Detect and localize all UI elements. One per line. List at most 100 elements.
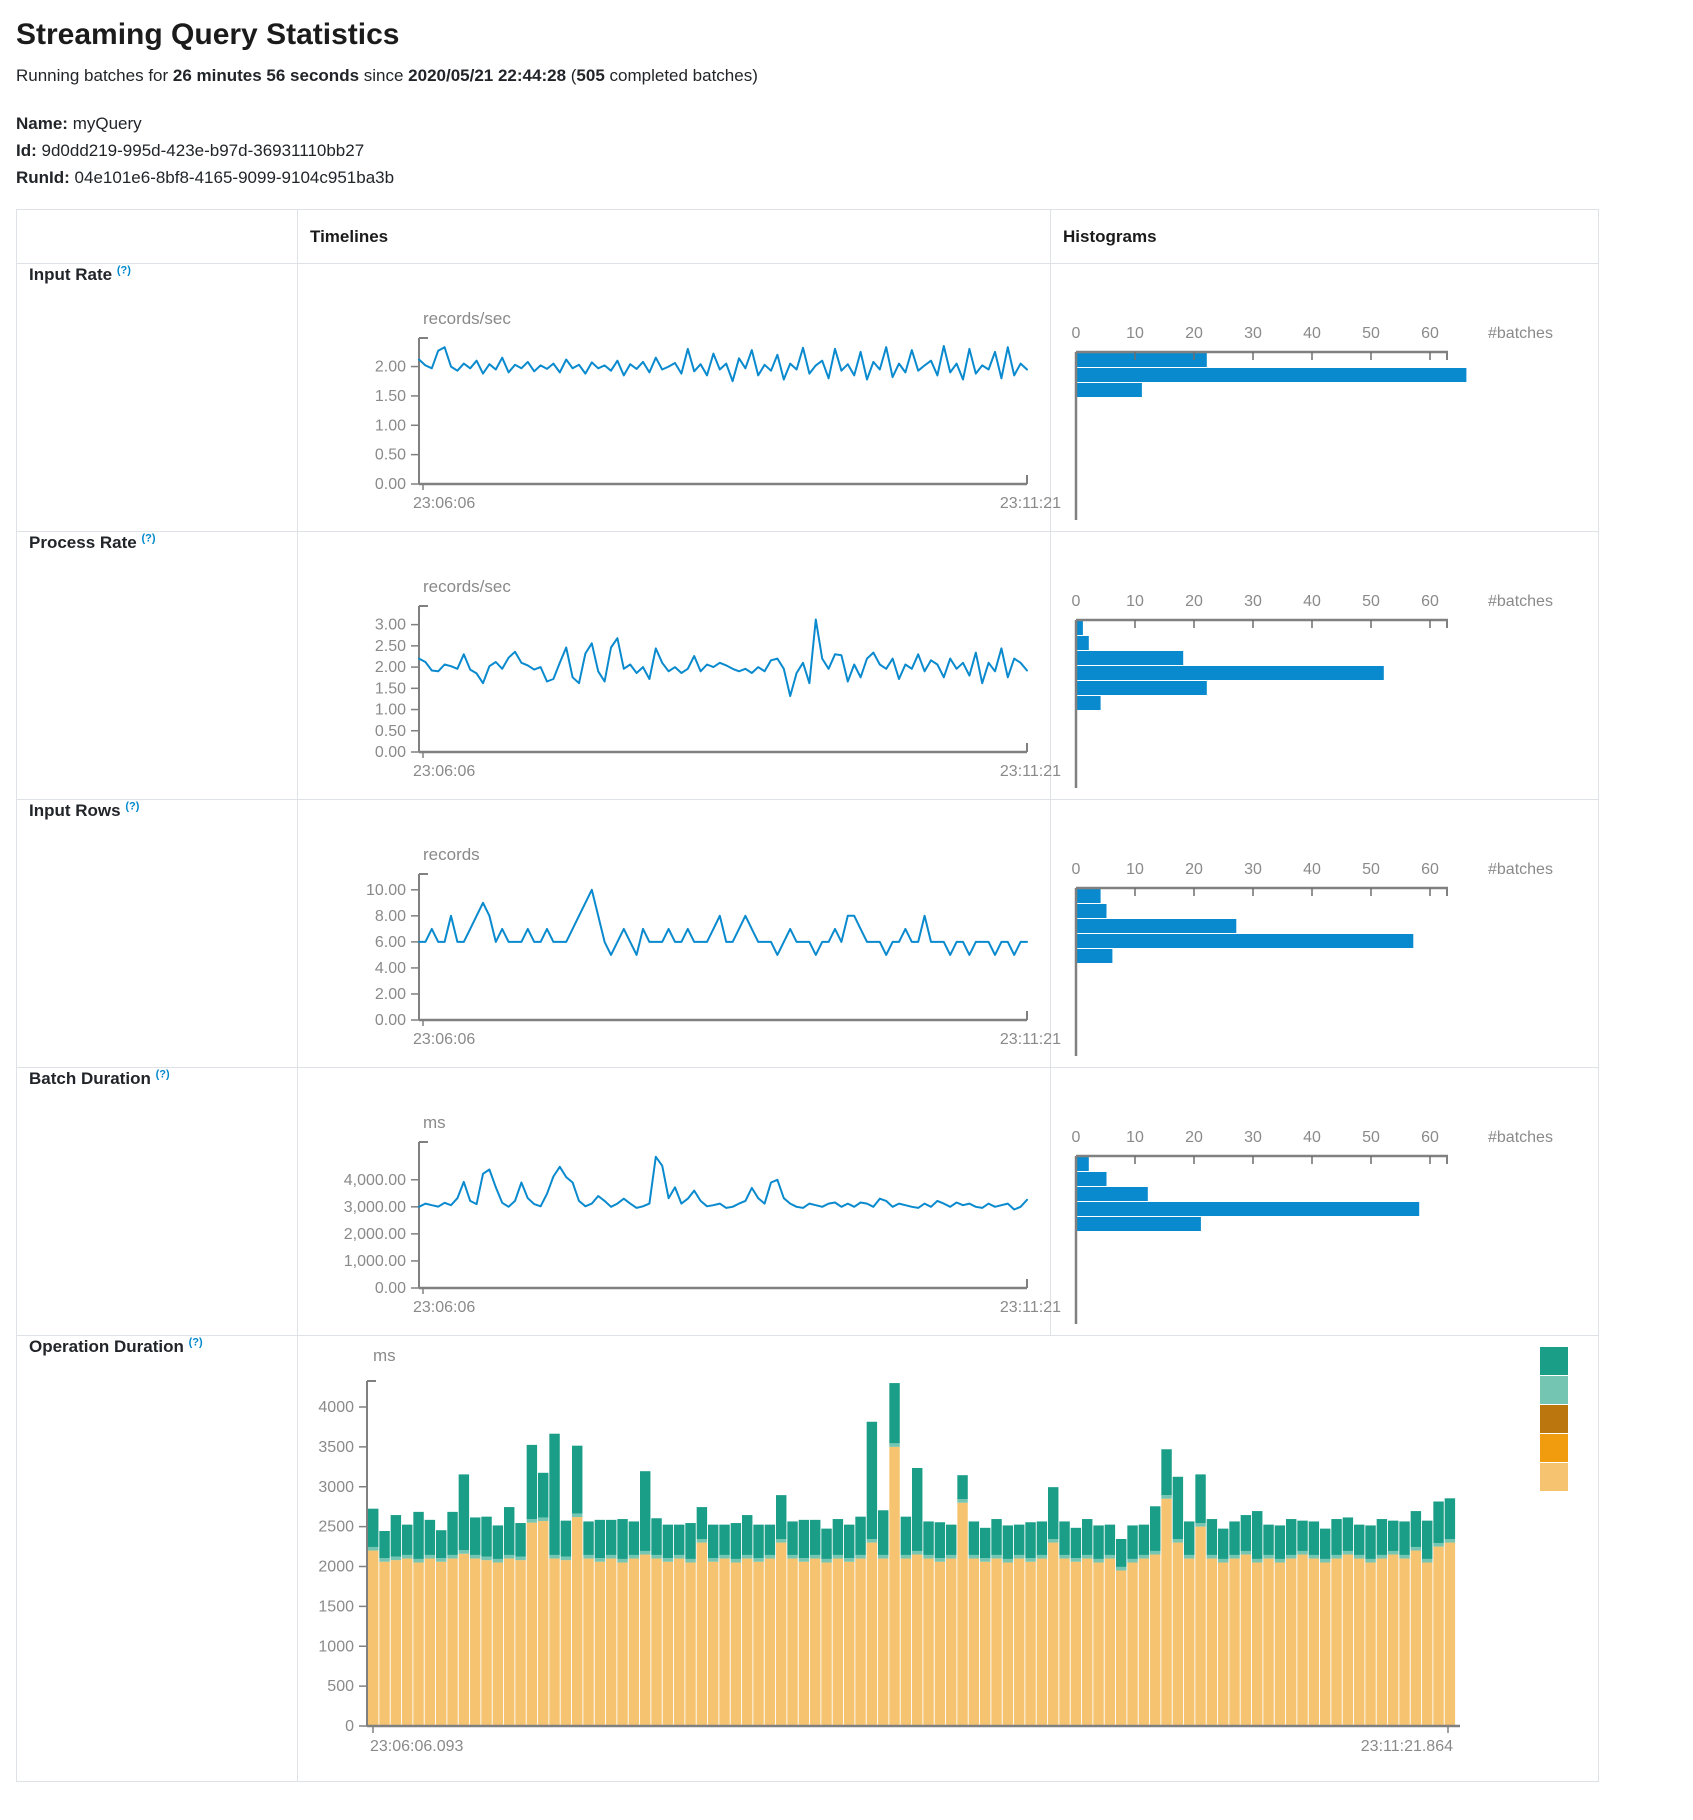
input-rows-timeline-svg: records 10.00 8.00 6.00 4.00 2.00 0.00 23:06:06… [366,845,1061,1048]
svg-text:3.00: 3.00 [375,617,406,634]
process-rate-label: Process Rate (?) [16,531,298,800]
svg-text:23:06:06: 23:06:06 [413,1031,475,1048]
query-runid-line: RunId: 04e101e6-8bf8-4165-9099-9104c951b… [16,168,395,187]
svg-text:0.00: 0.00 [375,1280,406,1297]
svg-text:ms: ms [373,1346,396,1365]
batch-duration-histogram-chart: 0 10 20 30 40 50 60 #batches [1050,1067,1599,1336]
query-name-line: Name: myQuery [16,114,142,133]
header-histograms: Histograms [1050,209,1599,264]
operation-duration-svg: ms 4000 3500 3000 2500 2000 1500 1000 500 0 23:06:… [318,1346,1568,1755]
svg-text:0.00: 0.00 [375,744,406,761]
svg-text:4000: 4000 [318,1399,354,1416]
svg-text:40: 40 [1303,861,1321,878]
svg-text:0.50: 0.50 [375,723,406,740]
svg-text:20: 20 [1185,593,1203,610]
svg-text:23:11:21: 23:11:21 [1000,495,1061,512]
svg-text:0.50: 0.50 [375,447,406,464]
svg-text:50: 50 [1362,861,1380,878]
svg-text:40: 40 [1303,593,1321,610]
svg-text:6.00: 6.00 [375,934,406,951]
svg-text:23:06:06: 23:06:06 [413,763,475,780]
batch-duration-help-icon[interactable]: (?) [155,1068,170,1080]
svg-text:records/sec: records/sec [423,577,511,596]
batch-duration-row: Batch Duration (?) ms 4,000.00 3,000.00 2,0… [16,1067,1599,1336]
svg-text:4.00: 4.00 [375,960,406,977]
query-metadata: Name: myQuery Id: 9d0dd219-995d-423e-b97… [16,110,1693,191]
svg-text:23:11:21: 23:11:21 [1000,763,1061,780]
page-title: Streaming Query Statistics [16,18,400,51]
svg-text:records: records [423,845,480,864]
svg-text:2.50: 2.50 [375,638,406,655]
legend-swatch-tan [1540,1463,1568,1491]
input-rate-timeline-chart: records/sec 2.00 1.50 1.00 0.50 0.00 23:06:06 2… [297,263,1061,532]
batch-duration-timeline-svg: ms 4,000.00 3,000.00 2,000.00 1,000.00 0.00 23… [344,1113,1061,1316]
svg-text:2500: 2500 [318,1519,354,1536]
legend-swatch-teal [1540,1347,1568,1375]
process-rate-help-icon[interactable]: (?) [141,532,156,544]
operation-duration-help-icon[interactable]: (?) [188,1336,203,1348]
input-rate-histogram-chart: 0 10 20 30 40 50 60 #batches [1050,263,1599,532]
input-rate-timeline-svg: records/sec 2.00 1.50 1.00 0.50 0.00 23:06:06 2… [375,309,1061,512]
svg-text:1.00: 1.00 [375,417,406,434]
process-rate-histogram-chart: 0 10 20 30 40 50 60 #batches [1050,531,1599,800]
svg-text:1.50: 1.50 [375,388,406,405]
operation-duration-row: Operation Duration (?) ms 4000 3500 3000 250… [16,1335,1599,1782]
svg-text:records/sec: records/sec [423,309,511,328]
legend-swatch-light_teal [1540,1376,1568,1404]
statistics-table: Timelines Histograms Input Rate (?) reco… [16,209,1599,1782]
svg-text:40: 40 [1303,325,1321,342]
input-rows-row: Input Rows (?) records 10.00 8.00 6.00 4.00 2… [16,799,1599,1068]
running-duration: 26 minutes 56 seconds [172,66,360,85]
running-batches-summary: Running batches for 26 minutes 56 second… [16,66,758,85]
svg-text:0: 0 [1072,1129,1081,1146]
svg-text:1.50: 1.50 [375,680,406,697]
legend-swatch-dark_gold [1540,1405,1568,1433]
svg-text:10.00: 10.00 [366,882,406,899]
svg-text:3000: 3000 [318,1479,354,1496]
svg-text:#batches: #batches [1488,1129,1553,1146]
input-rows-histogram-chart: 0 10 20 30 40 50 60 #batches [1050,799,1599,1068]
svg-text:4,000.00: 4,000.00 [344,1172,406,1189]
input-rows-help-icon[interactable]: (?) [125,800,140,812]
svg-text:20: 20 [1185,861,1203,878]
batch-duration-label: Batch Duration (?) [16,1067,298,1336]
svg-text:50: 50 [1362,1129,1380,1146]
svg-text:#batches: #batches [1488,325,1553,342]
svg-text:50: 50 [1362,593,1380,610]
input-rate-help-icon[interactable]: (?) [116,264,131,276]
svg-text:60: 60 [1421,861,1439,878]
svg-text:23:06:06.093: 23:06:06.093 [370,1738,464,1755]
svg-text:20: 20 [1185,1129,1203,1146]
input-rate-label: Input Rate (?) [16,263,298,532]
input-rows-label: Input Rows (?) [16,799,298,1068]
svg-text:0.00: 0.00 [375,1012,406,1029]
svg-text:3,000.00: 3,000.00 [344,1199,406,1216]
completed-batches-count: 505 [576,66,605,85]
svg-text:10: 10 [1126,325,1144,342]
process-rate-row: Process Rate (?) records/sec 3.00 2.50 2.00… [16,531,1599,800]
operation-duration-chart: ms 4000 3500 3000 2500 2000 1500 1000 500 0 23:06:… [297,1335,1599,1782]
process-rate-histogram-svg: 0 10 20 30 40 50 60 #batches [1072,593,1553,788]
svg-text:23:11:21.864: 23:11:21.864 [1361,1738,1453,1755]
svg-text:2.00: 2.00 [375,359,406,376]
svg-text:23:06:06: 23:06:06 [413,1299,475,1316]
svg-text:20: 20 [1185,325,1203,342]
svg-text:10: 10 [1126,861,1144,878]
svg-text:0: 0 [1072,325,1081,342]
input-rate-histogram-svg: 0 10 20 30 40 50 60 #batches [1072,325,1553,520]
svg-text:2,000.00: 2,000.00 [344,1226,406,1243]
svg-text:40: 40 [1303,1129,1321,1146]
svg-text:23:06:06: 23:06:06 [413,495,475,512]
input-rows-histogram-svg: 0 10 20 30 40 50 60 #batches [1072,861,1553,1056]
svg-text:23:11:21: 23:11:21 [1000,1299,1061,1316]
header-timelines: Timelines [297,209,1051,264]
process-rate-timeline-chart: records/sec 3.00 2.50 2.00 1.50 1.00 0.50 0.00 2… [297,531,1061,800]
svg-text:10: 10 [1126,593,1144,610]
svg-text:1000: 1000 [318,1638,354,1655]
start-timestamp: 2020/05/21 22:44:28 [408,66,567,85]
svg-text:10: 10 [1126,1129,1144,1146]
svg-text:60: 60 [1421,325,1439,342]
svg-text:1500: 1500 [318,1598,354,1615]
svg-text:0: 0 [1072,861,1081,878]
